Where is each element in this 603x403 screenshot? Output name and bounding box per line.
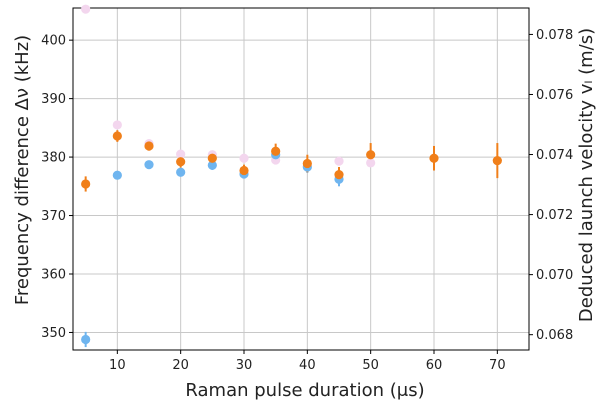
y-right-tick-label: 0.078 [536, 28, 573, 43]
data-point-series-3 [112, 131, 122, 141]
data-point-series-2 [176, 167, 186, 177]
x-tick-label: 40 [299, 358, 316, 373]
y-right-tick-label: 0.076 [536, 88, 573, 103]
data-point-series-1 [334, 156, 344, 166]
data-point-series-3 [492, 155, 502, 166]
data-points [81, 4, 502, 345]
data-point-series-3 [334, 170, 344, 180]
axis-ticks: 10 20 30 40 50 60 70 350 360 370 380 390 400 0.068 0.0… [41, 28, 573, 373]
x-tick-label: 10 [109, 358, 126, 373]
data-point-series-3 [271, 146, 281, 156]
y-left-tick-label: 390 [41, 92, 66, 107]
data-point-series-3 [302, 158, 312, 169]
data-point-series-1 [112, 120, 122, 130]
data-point-series-1 [176, 149, 186, 159]
data-point-series-3 [366, 150, 376, 160]
y-right-tick-label: 0.068 [536, 328, 573, 343]
y-axis-right-title: Deduced launch velocity vₗ (m/s) [576, 28, 597, 322]
data-point-series-3 [429, 153, 439, 163]
y-left-tick-label: 370 [41, 209, 66, 224]
data-point-series-3 [144, 141, 154, 151]
data-point-series-1 [366, 158, 376, 168]
data-point-series-2 [112, 170, 122, 180]
data-point-series-1 [239, 153, 249, 163]
x-tick-label: 60 [426, 358, 443, 373]
x-tick-label: 30 [236, 358, 253, 373]
y-left-tick-label: 360 [41, 268, 66, 283]
x-tick-label: 50 [362, 358, 379, 373]
plot-frame [72, 7, 530, 351]
data-point-series-3 [81, 179, 91, 189]
y-left-tick-label: 380 [41, 151, 66, 166]
grid [73, 8, 529, 350]
y-right-tick-label: 0.070 [536, 268, 573, 283]
x-tick-label: 70 [489, 358, 506, 373]
y-right-tick-label: 0.074 [536, 148, 573, 163]
data-point-series-2 [207, 160, 217, 170]
x-tick-label: 20 [172, 358, 189, 373]
x-axis-title: Raman pulse duration (μs) [185, 380, 424, 401]
y-left-tick-label: 350 [41, 326, 66, 341]
y-axis-left-title: Frequency difference Δν (kHz) [12, 35, 33, 305]
data-point-series-3 [207, 153, 217, 163]
data-point-series-3 [239, 165, 249, 176]
y-left-tick-label: 400 [41, 34, 66, 49]
data-point-series-1 [81, 4, 91, 14]
y-right-tick-label: 0.072 [536, 208, 573, 223]
data-point-series-3 [176, 157, 186, 167]
data-point-series-2 [144, 160, 154, 170]
data-point-series-2 [81, 334, 91, 345]
